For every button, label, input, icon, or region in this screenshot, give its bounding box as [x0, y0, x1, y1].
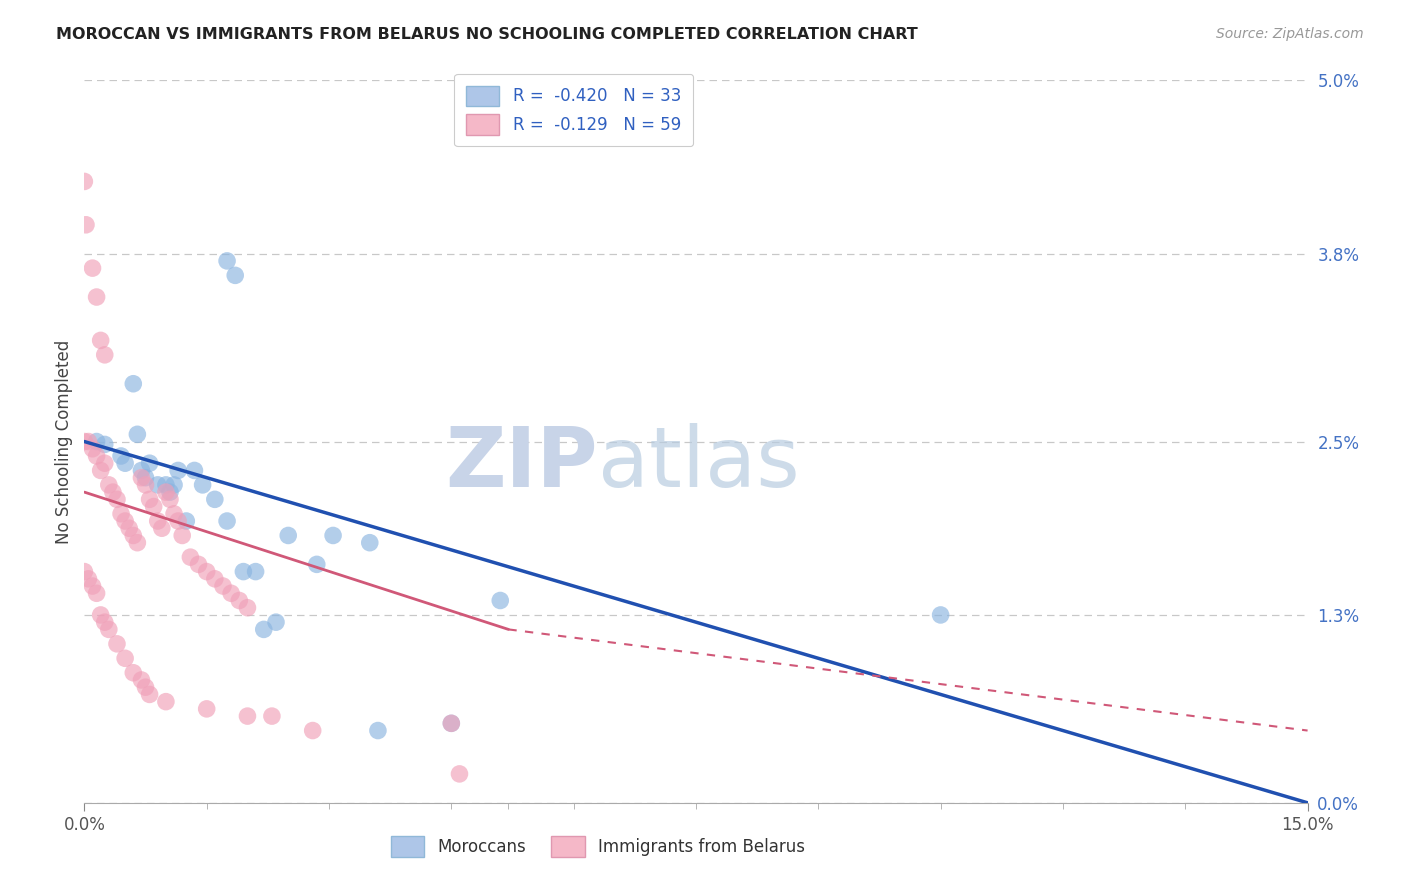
Point: [440, 716, 463, 731]
Point: [204, 492, 226, 507]
Point: [73, 434, 96, 449]
Point: [135, 478, 157, 492]
Point: [359, 535, 381, 549]
Point: [167, 514, 190, 528]
Point: [82, 579, 104, 593]
Point: [183, 463, 205, 477]
Point: [122, 376, 145, 391]
Point: [118, 521, 141, 535]
Point: [105, 637, 128, 651]
Point: [138, 687, 160, 701]
Point: [131, 463, 153, 477]
Point: [110, 507, 132, 521]
Point: [232, 565, 254, 579]
Point: [146, 514, 169, 528]
Point: [131, 673, 153, 687]
Y-axis label: No Schooling Completed: No Schooling Completed: [55, 340, 73, 543]
Point: [90, 463, 112, 477]
Point: [90, 334, 112, 348]
Text: Source: ZipAtlas.com: Source: ZipAtlas.com: [1216, 27, 1364, 41]
Point: [77, 434, 100, 449]
Point: [245, 565, 267, 579]
Point: [236, 600, 259, 615]
Point: [163, 478, 186, 492]
Point: [236, 709, 259, 723]
Point: [135, 471, 157, 485]
Text: ZIP: ZIP: [446, 423, 598, 504]
Point: [929, 607, 952, 622]
Point: [440, 716, 463, 731]
Point: [90, 607, 112, 622]
Point: [155, 695, 177, 709]
Point: [97, 623, 120, 637]
Point: [93, 437, 115, 451]
Point: [127, 427, 149, 442]
Point: [131, 471, 153, 485]
Point: [167, 463, 190, 477]
Point: [73, 565, 96, 579]
Point: [260, 709, 283, 723]
Point: [204, 572, 226, 586]
Point: [110, 449, 132, 463]
Text: atlas: atlas: [598, 423, 800, 504]
Point: [75, 218, 97, 232]
Point: [219, 586, 242, 600]
Point: [73, 174, 96, 188]
Point: [228, 593, 250, 607]
Point: [224, 268, 246, 283]
Point: [150, 521, 173, 535]
Point: [264, 615, 287, 630]
Point: [174, 514, 197, 528]
Point: [138, 456, 160, 470]
Point: [159, 492, 181, 507]
Point: [195, 702, 218, 716]
Point: [155, 478, 177, 492]
Point: [122, 665, 145, 680]
Point: [86, 290, 108, 304]
Point: [195, 565, 218, 579]
Point: [101, 485, 124, 500]
Point: [105, 492, 128, 507]
Point: [82, 261, 104, 276]
Point: [253, 623, 276, 637]
Legend: Moroccans, Immigrants from Belarus: Moroccans, Immigrants from Belarus: [381, 826, 815, 867]
Point: [93, 615, 115, 630]
Point: [217, 514, 239, 528]
Point: [172, 528, 194, 542]
Point: [82, 442, 104, 456]
Point: [449, 767, 471, 781]
Point: [163, 507, 186, 521]
Point: [114, 456, 136, 470]
Point: [301, 723, 323, 738]
Point: [138, 492, 160, 507]
Point: [93, 456, 115, 470]
Point: [146, 478, 169, 492]
Point: [127, 535, 149, 549]
Point: [367, 723, 389, 738]
Point: [305, 558, 328, 572]
Point: [179, 550, 201, 565]
Point: [212, 579, 235, 593]
Point: [155, 485, 177, 500]
Point: [97, 478, 120, 492]
Point: [135, 680, 157, 694]
Point: [489, 593, 512, 607]
Point: [122, 528, 145, 542]
Point: [86, 449, 108, 463]
Point: [217, 253, 239, 268]
Point: [159, 485, 181, 500]
Point: [114, 514, 136, 528]
Text: MOROCCAN VS IMMIGRANTS FROM BELARUS NO SCHOOLING COMPLETED CORRELATION CHART: MOROCCAN VS IMMIGRANTS FROM BELARUS NO S…: [56, 27, 918, 42]
Point: [86, 586, 108, 600]
Point: [114, 651, 136, 665]
Point: [93, 348, 115, 362]
Point: [277, 528, 299, 542]
Point: [142, 500, 165, 514]
Point: [187, 558, 209, 572]
Point: [77, 572, 100, 586]
Point: [191, 478, 214, 492]
Point: [322, 528, 344, 542]
Point: [86, 434, 108, 449]
